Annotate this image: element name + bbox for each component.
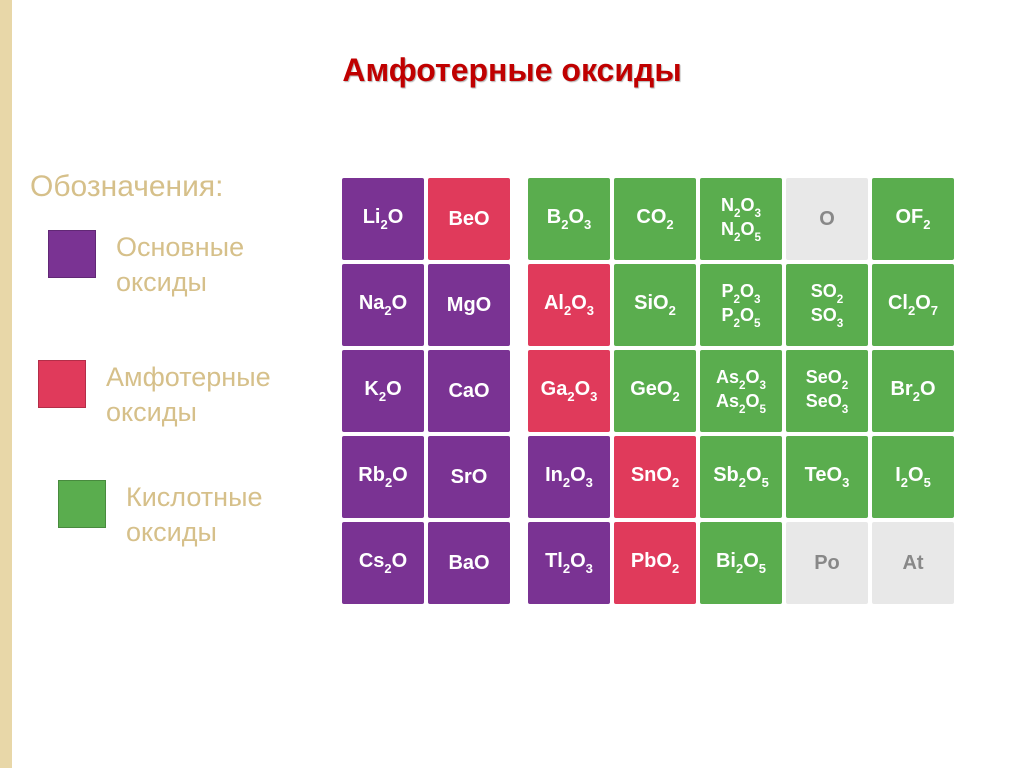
- oxide-cell: At: [872, 522, 954, 604]
- left-accent-border: [0, 0, 12, 768]
- page-title: Амфотерные оксиды: [0, 52, 1024, 89]
- oxide-cell: K2O: [342, 350, 424, 432]
- oxide-cell: Bi2O5: [700, 522, 782, 604]
- oxide-cell: SnO2: [614, 436, 696, 518]
- oxide-cell: Cs2O: [342, 522, 424, 604]
- legend-swatch: [38, 360, 86, 408]
- legend-label: Амфотерныеоксиды: [106, 360, 271, 430]
- oxide-cell: Li2O: [342, 178, 424, 260]
- title-word-2: оксиды: [561, 52, 681, 88]
- oxide-cell: GeO2: [614, 350, 696, 432]
- legend-item: Амфотерныеоксиды: [38, 360, 271, 430]
- oxide-cell: B2O3: [528, 178, 610, 260]
- oxide-grid-wrapper: Li2OBeOB2O3CO2N2O3N2O5OOF2 Na2OMgOAl2O3Si…: [342, 178, 954, 604]
- oxide-cell: In2O3: [528, 436, 610, 518]
- oxide-cell: Po: [786, 522, 868, 604]
- oxide-cell: P2O3P2O5: [700, 264, 782, 346]
- column-gap: [514, 350, 524, 432]
- oxide-cell: CO2: [614, 178, 696, 260]
- oxide-cell: SeO2SeO3: [786, 350, 868, 432]
- legend-swatch: [58, 480, 106, 528]
- column-gap: [514, 264, 524, 346]
- oxide-cell: Ga2O3: [528, 350, 610, 432]
- oxide-grid: Li2OBeOB2O3CO2N2O3N2O5OOF2 Na2OMgOAl2O3Si…: [342, 178, 954, 604]
- legend: Обозначения: ОсновныеоксидыАмфотерныеокс…: [30, 170, 223, 228]
- legend-heading: Обозначения:: [30, 170, 223, 204]
- legend-label: Основныеоксиды: [116, 230, 244, 300]
- oxide-cell: CaO: [428, 350, 510, 432]
- column-gap: [514, 522, 524, 604]
- oxide-cell: Tl2O3: [528, 522, 610, 604]
- oxide-cell: TeO3: [786, 436, 868, 518]
- oxide-cell: Rb2O: [342, 436, 424, 518]
- oxide-cell: BaO: [428, 522, 510, 604]
- oxide-cell: BeO: [428, 178, 510, 260]
- legend-item: Основныеоксиды: [48, 230, 244, 300]
- column-gap: [514, 178, 524, 260]
- oxide-cell: SO2SO3: [786, 264, 868, 346]
- oxide-cell: OF2: [872, 178, 954, 260]
- oxide-cell: Sb2O5: [700, 436, 782, 518]
- legend-swatch: [48, 230, 96, 278]
- legend-item: Кислотныеоксиды: [58, 480, 263, 550]
- oxide-cell: I2O5: [872, 436, 954, 518]
- oxide-cell: SiO2: [614, 264, 696, 346]
- title-word-1: Амфотерные: [342, 52, 552, 88]
- oxide-cell: SrO: [428, 436, 510, 518]
- column-gap: [514, 436, 524, 518]
- oxide-cell: Cl2O7: [872, 264, 954, 346]
- oxide-cell: Al2O3: [528, 264, 610, 346]
- oxide-cell: Br2O: [872, 350, 954, 432]
- oxide-cell: O: [786, 178, 868, 260]
- oxide-cell: MgO: [428, 264, 510, 346]
- oxide-cell: Na2O: [342, 264, 424, 346]
- legend-label: Кислотныеоксиды: [126, 480, 263, 550]
- oxide-cell: N2O3N2O5: [700, 178, 782, 260]
- oxide-cell: PbO2: [614, 522, 696, 604]
- oxide-cell: As2O3As2O5: [700, 350, 782, 432]
